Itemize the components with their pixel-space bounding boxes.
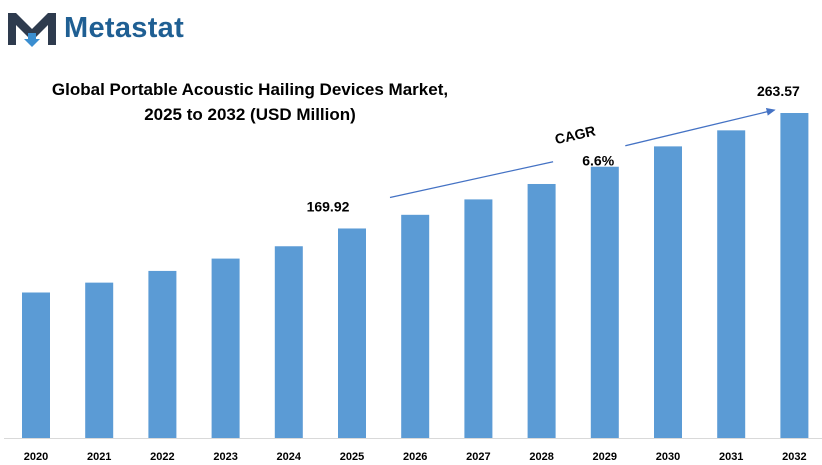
data-label-2025: 169.92 [307, 198, 350, 214]
bar-2029 [590, 166, 619, 438]
chart-title-line-2: 2025 to 2032 (USD Million) [144, 105, 356, 124]
cagr-arrow-end [625, 108, 776, 147]
x-tick-label-2032: 2032 [782, 451, 806, 463]
cagr-value: 6.6% [582, 153, 614, 169]
bar-2032 [780, 113, 809, 438]
brand-logo: Metastat [6, 8, 184, 48]
chart-title-line-1: Global Portable Acoustic Hailing Devices… [51, 80, 449, 99]
x-tick-label-2022: 2022 [150, 451, 174, 463]
cagr-label: CAGR [553, 122, 597, 147]
bar-2027 [464, 199, 493, 438]
bar-2020 [22, 292, 50, 438]
x-tick-label-2031: 2031 [719, 451, 743, 463]
bar-2028 [527, 183, 556, 438]
bar-2031 [717, 130, 746, 438]
bar-2024 [274, 246, 303, 438]
x-tick-label-2029: 2029 [593, 451, 617, 463]
x-tick-label-2025: 2025 [340, 451, 364, 463]
x-tick-label-2030: 2030 [656, 451, 680, 463]
x-tick-label-2021: 2021 [87, 451, 111, 463]
chart-title: Global Portable Acoustic Hailing Devices… [20, 77, 480, 127]
bar-2030 [654, 146, 682, 438]
x-tick-label-2027: 2027 [466, 451, 490, 463]
metastat-m-logo-icon [8, 13, 56, 47]
bar-2021 [85, 282, 114, 438]
data-label-2032: 263.57 [757, 83, 800, 99]
cagr-arrow-start [389, 161, 554, 199]
bar-2023 [211, 258, 240, 438]
x-tick-label-2020: 2020 [24, 451, 48, 463]
brand-name: Metastat [64, 11, 185, 44]
bar-2022 [148, 270, 177, 438]
x-tick-label-2024: 2024 [277, 451, 302, 463]
x-tick-label-2026: 2026 [403, 451, 427, 463]
bar-2026 [401, 214, 430, 438]
x-tick-label-2023: 2023 [213, 451, 237, 463]
bar-2025 [338, 228, 366, 438]
x-tick-label-2028: 2028 [529, 451, 553, 463]
